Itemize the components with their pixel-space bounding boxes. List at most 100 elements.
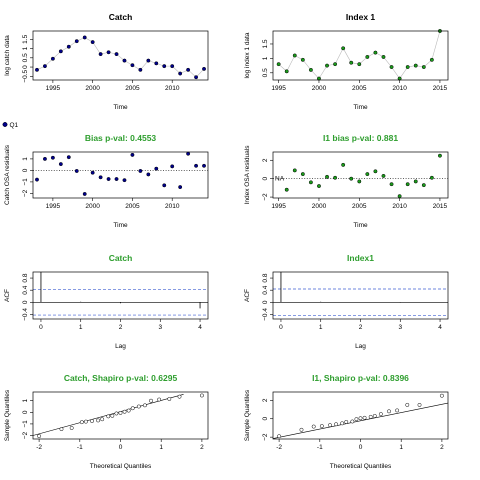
index1-xtick-label: 2005 (352, 85, 367, 92)
catch-qq-frame (32, 391, 209, 440)
index1-point (308, 67, 313, 72)
catch-point (122, 58, 127, 63)
catch-osa-xtick-label: 2000 (85, 203, 100, 210)
index1-qq-point (387, 409, 391, 414)
catch-acf-xtick-label: 4 (198, 324, 202, 331)
index1-qq-point (334, 422, 339, 427)
catch-osa-point (42, 156, 47, 161)
index1-osa-point (325, 174, 329, 179)
index1-point (284, 69, 289, 74)
index1-qq-point (319, 424, 324, 429)
catch-osa-xtick-label: 2010 (165, 203, 180, 210)
index1-qq-point (362, 415, 367, 420)
catch-point (106, 50, 111, 55)
catch-xlabel: Time (113, 104, 128, 111)
index1-qq-point (372, 414, 377, 418)
index1-osa-xtick-label: 2010 (392, 203, 407, 210)
catch-acf-ytick-label: 0.8 (22, 273, 29, 282)
index1-point (325, 63, 329, 68)
catch-point (58, 49, 63, 54)
catch-qq-point (90, 419, 94, 423)
index1-osa-point (308, 180, 313, 185)
catch-qq-ytick-label: −2 (22, 431, 29, 439)
catch-point (50, 56, 55, 61)
index1-qq-point (299, 427, 304, 432)
catch-ytick-label: 0.5 (22, 53, 29, 62)
index1-qq-point (340, 421, 345, 426)
catch-osa-panel: Bias p-val: 0.4553 1995 2000 2005 2010 −2 −1 0 1… (4, 133, 209, 229)
index1-point (405, 65, 410, 69)
catch-point (202, 66, 206, 71)
index1-osa-xtick-label: 1995 (271, 203, 286, 210)
index1-acf-xlabel: Lag (355, 343, 366, 350)
catch-osa-point (154, 166, 159, 171)
catch-osa-point (50, 155, 55, 160)
catch-qq-ytick-label: 0 (22, 410, 29, 414)
catch-acf-ytick-label: 0 (22, 300, 29, 304)
index1-osa-point (317, 184, 321, 188)
catch-qq-xtick-label: -2 (36, 444, 42, 451)
catch-qq-point (149, 398, 153, 403)
index1-osa-na-label: NA (275, 176, 285, 183)
catch-qq-point (157, 397, 162, 402)
catch-point (82, 35, 87, 40)
catch-qq-point (122, 409, 127, 414)
catch-qq-xtick-label: 2 (200, 444, 204, 451)
index1-ytick-label: 0.5 (262, 68, 269, 77)
catch-qq-panel: Catch, Shapiro p-val: 0.6295 -2 -1 0 1 2 −2 −1 0… (4, 373, 209, 470)
index1-panel: Index 1 1995 2000 2005 2010 2015 0.5 1 1.5 Time lo… (244, 12, 449, 111)
index1-qq-xlabel: Theoretical Quantiles (330, 463, 392, 470)
catch-osa-ytick-label: 0 (22, 168, 29, 172)
catch-osa-point (146, 172, 151, 177)
catch-ylabel: log catch data (4, 35, 11, 76)
catch-ytick-label: 1 (22, 46, 29, 50)
catch-xtick-label: 2005 (125, 85, 140, 92)
catch-qq-point (59, 427, 64, 432)
index1-osa-point (429, 175, 434, 180)
catch-osa-point (202, 163, 206, 168)
index1-acf-xtick-label: 1 (319, 324, 323, 331)
index1-qq-point (439, 393, 444, 398)
catch-panel: Catch 1995 2000 2005 2010 −0.50 0.5 1 1.5 Time log… (4, 12, 209, 111)
index1-xlabel: Time (353, 104, 368, 111)
index1-osa-ytick-label: 0 (262, 176, 269, 180)
index1-osa-point (284, 187, 289, 192)
legend-label: Q1 (10, 122, 19, 129)
legend-marker (2, 122, 8, 127)
index1-qq-title: I1, Shapiro p-val: 0.8396 (312, 373, 409, 383)
index1-point (389, 65, 394, 69)
index1-qq-xtick-label: -2 (276, 444, 282, 451)
catch-qq-title: Catch, Shapiro p-val: 0.6295 (64, 373, 178, 383)
index1-point (341, 46, 346, 51)
catch-qq-ylabel: Sample Quantiles (4, 389, 11, 441)
catch-osa-point (74, 169, 79, 173)
index1-point (333, 62, 338, 67)
catch-qq-point (110, 413, 115, 418)
catch-osa-point (90, 170, 95, 175)
catch-qq-point (100, 417, 105, 422)
index1-osa-xtick-label: 2000 (312, 203, 327, 210)
catch-osa-ytick-label: −2 (22, 189, 29, 197)
catch-qq-xtick-label: 0 (119, 444, 123, 451)
index1-point (292, 53, 297, 58)
index1-point (276, 62, 281, 67)
catch-osa-frame (32, 151, 209, 199)
catch-point (162, 64, 167, 69)
index1-qq-point (368, 414, 373, 419)
index1-acf-ytick-label: 0 (262, 300, 269, 304)
index1-ytick-label: 1.5 (262, 39, 269, 48)
index1-point (357, 62, 362, 67)
catch-point (98, 52, 103, 57)
index1-osa-xlabel: Time (353, 222, 368, 229)
catch-acf-ylabel: ACF (4, 289, 11, 302)
catch-osa-point (35, 177, 39, 182)
catch-qq-point (167, 397, 172, 401)
index1-qq-point (344, 420, 349, 424)
catch-osa-point (122, 178, 127, 183)
catch-qq-point (126, 408, 131, 413)
catch-xtick-label: 2000 (85, 85, 100, 92)
catch-qq-point (96, 418, 101, 423)
catch-acf-xtick-label: 1 (79, 324, 83, 331)
catch-qq-point (142, 403, 147, 408)
